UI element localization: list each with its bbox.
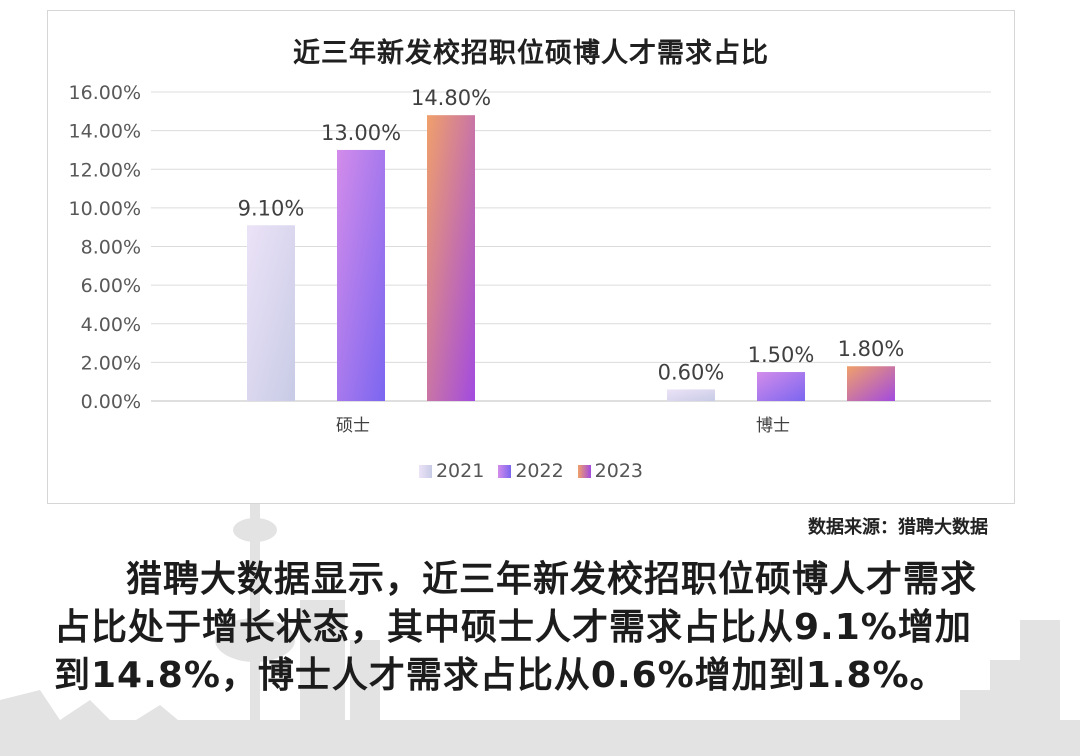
data-label: 14.80% — [411, 86, 491, 110]
y-tick-label: 0.00% — [81, 391, 141, 413]
bar-2022-0 — [337, 149, 385, 401]
chart-card: 近三年新发校招职位硕博人才需求占比 0.00% 2.00% 4.00% 6.00% 8.… — [47, 10, 1015, 504]
legend-label-2022: 2022 — [515, 460, 564, 482]
y-tick-label: 12.00% — [69, 159, 141, 181]
chart-legend: 2021 2022 2023 — [48, 460, 1014, 482]
y-tick-label: 10.00% — [69, 198, 141, 220]
x-category-label: 硕士 — [336, 416, 370, 436]
data-source-note: 数据来源：猎聘大数据 — [808, 517, 988, 538]
legend-item-2023: 2023 — [577, 460, 644, 482]
bar-2021-1 — [667, 389, 715, 401]
y-tick-label: 6.00% — [81, 275, 141, 297]
y-tick-label: 2.00% — [81, 352, 141, 374]
legend-swatch-2022 — [498, 464, 512, 478]
bar-2023-1 — [847, 366, 895, 401]
legend-swatch-2023 — [577, 464, 591, 478]
legend-item-2021: 2021 — [418, 460, 485, 482]
y-tick-label: 16.00% — [69, 82, 141, 104]
x-category-label: 博士 — [756, 416, 790, 436]
legend-swatch-2021 — [418, 464, 432, 478]
chart-title: 近三年新发校招职位硕博人才需求占比 — [293, 38, 769, 69]
bar-2023-0 — [427, 115, 475, 402]
legend-label-2021: 2021 — [435, 460, 485, 482]
data-label: 9.10% — [238, 196, 305, 220]
y-tick-label: 4.00% — [81, 314, 141, 336]
body-paragraph: 猎聘大数据显示，近三年新发校招职位硕博人才需求占比处于增长状态，其中硕士人才需求… — [54, 559, 978, 696]
data-label: 1.80% — [838, 337, 905, 361]
y-tick-label: 8.00% — [81, 237, 141, 259]
data-label: 13.00% — [321, 121, 401, 145]
y-tick-label: 14.00% — [69, 121, 141, 143]
bar-chart: 0.00% 2.00% 4.00% 6.00% 8.00% 10.00% 12.00% 14.… — [69, 82, 991, 436]
bar-2022-1 — [757, 372, 805, 401]
legend-label-2023: 2023 — [594, 460, 644, 482]
legend-item-2022: 2022 — [498, 460, 564, 482]
bar-2021-0 — [247, 225, 295, 401]
data-label: 1.50% — [748, 343, 815, 367]
data-label: 0.60% — [658, 360, 725, 384]
